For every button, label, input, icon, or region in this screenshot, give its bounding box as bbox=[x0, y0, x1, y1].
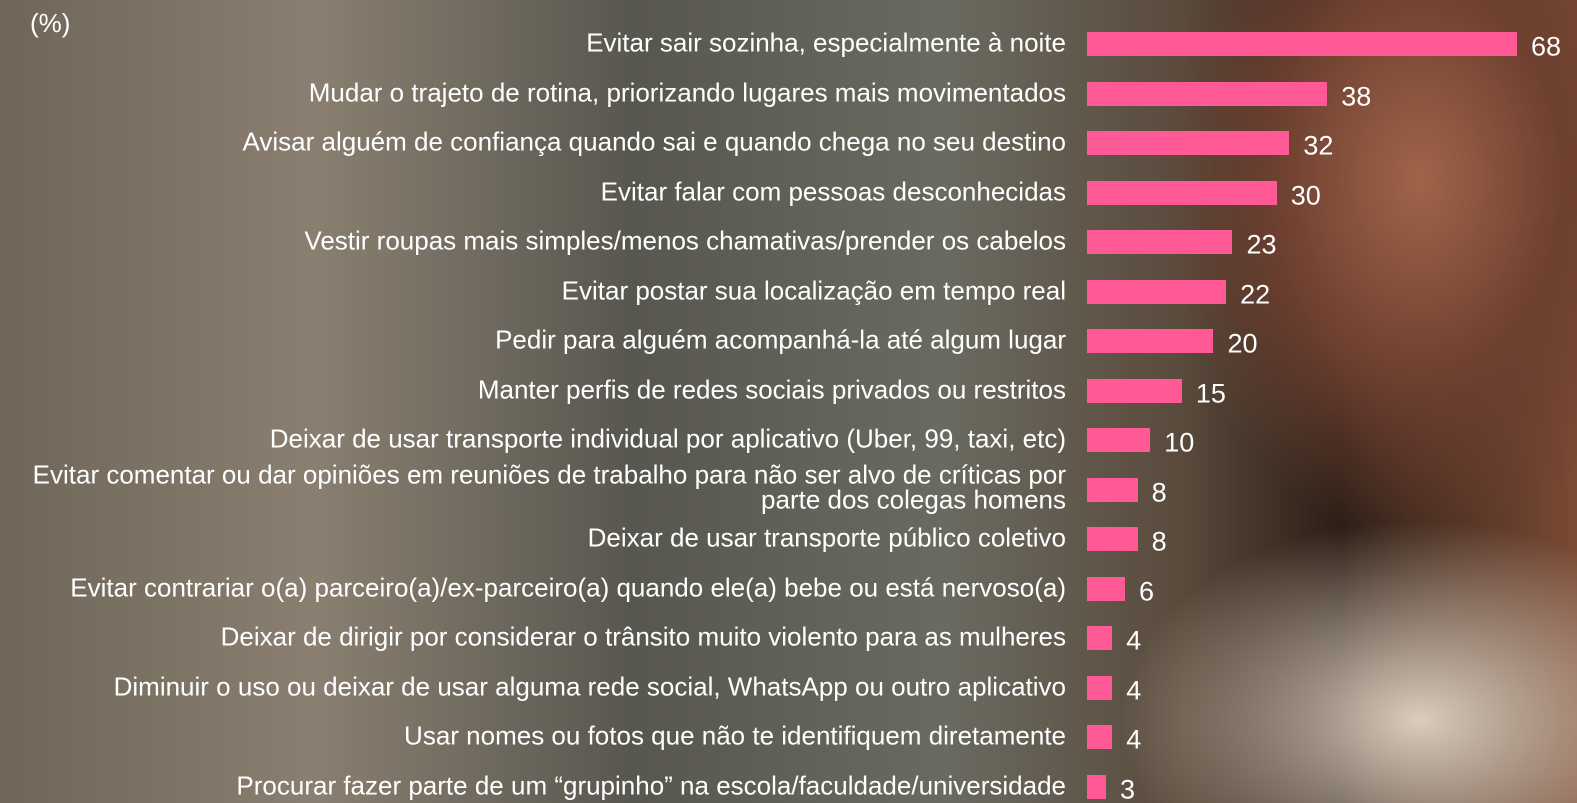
category-label: Deixar de dirigir por considerar o trâns… bbox=[8, 624, 1066, 649]
bar bbox=[1087, 775, 1106, 799]
category-label: Deixar de usar transporte individual por… bbox=[8, 426, 1066, 451]
value-label: 4 bbox=[1126, 725, 1141, 756]
value-label: 30 bbox=[1291, 180, 1321, 211]
category-label: Vestir roupas mais simples/menos chamati… bbox=[8, 228, 1066, 253]
value-label: 4 bbox=[1126, 675, 1141, 706]
bar bbox=[1087, 676, 1112, 700]
category-label: Diminuir o uso ou deixar de usar alguma … bbox=[8, 674, 1066, 699]
category-label: Deixar de usar transporte público coleti… bbox=[8, 525, 1066, 550]
value-label: 6 bbox=[1139, 576, 1154, 607]
value-label: 23 bbox=[1246, 230, 1276, 261]
bar bbox=[1087, 577, 1125, 601]
value-label: 10 bbox=[1164, 428, 1194, 459]
bar bbox=[1087, 181, 1277, 205]
category-label: Evitar falar com pessoas desconhecidas bbox=[8, 179, 1066, 204]
category-label: Evitar postar sua localização em tempo r… bbox=[8, 278, 1066, 303]
value-label: 4 bbox=[1126, 626, 1141, 657]
bar bbox=[1087, 527, 1138, 551]
bar bbox=[1087, 280, 1226, 304]
category-label: Evitar sair sozinha, especialmente à noi… bbox=[8, 30, 1066, 55]
category-label: Procurar fazer parte de um “grupinho” na… bbox=[8, 773, 1066, 798]
value-label: 3 bbox=[1120, 774, 1135, 803]
bar bbox=[1087, 230, 1232, 254]
bar bbox=[1087, 379, 1182, 403]
bar bbox=[1087, 725, 1112, 749]
value-label: 38 bbox=[1341, 81, 1371, 112]
category-label: Evitar comentar ou dar opiniões em reuni… bbox=[8, 462, 1066, 512]
value-label: 68 bbox=[1531, 32, 1561, 63]
category-label: Mudar o trajeto de rotina, priorizando l… bbox=[8, 80, 1066, 105]
value-label: 15 bbox=[1196, 378, 1226, 409]
bar bbox=[1087, 131, 1289, 155]
bar bbox=[1087, 428, 1150, 452]
category-label: Avisar alguém de confiança quando sai e … bbox=[8, 129, 1066, 154]
bar bbox=[1087, 32, 1517, 56]
value-label: 20 bbox=[1227, 329, 1257, 360]
category-label: Pedir para alguém acompanhá-la até algum… bbox=[8, 327, 1066, 352]
category-label: Manter perfis de redes sociais privados … bbox=[8, 377, 1066, 402]
category-label: Evitar contrariar o(a) parceiro(a)/ex-pa… bbox=[8, 575, 1066, 600]
bar bbox=[1087, 478, 1138, 502]
value-label: 22 bbox=[1240, 279, 1270, 310]
value-label: 8 bbox=[1152, 527, 1167, 558]
page: (%) Evitar sair sozinha, especialmente à… bbox=[0, 0, 1577, 803]
chart: (%) Evitar sair sozinha, especialmente à… bbox=[0, 0, 1577, 803]
bar bbox=[1087, 329, 1213, 353]
bar bbox=[1087, 82, 1327, 106]
value-label: 32 bbox=[1303, 131, 1333, 162]
value-label: 8 bbox=[1152, 477, 1167, 508]
bar bbox=[1087, 626, 1112, 650]
category-label: Usar nomes ou fotos que não te identifiq… bbox=[8, 723, 1066, 748]
